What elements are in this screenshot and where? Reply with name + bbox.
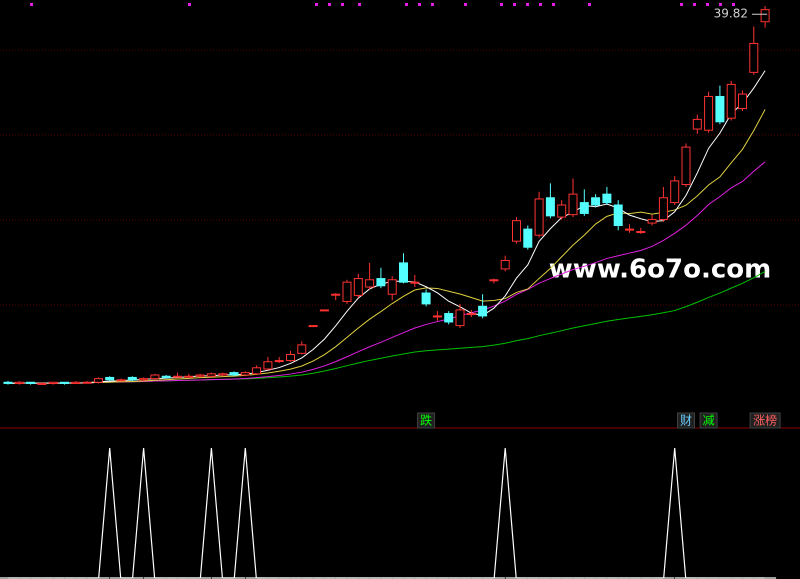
marker-box (417, 412, 436, 429)
candle-body (218, 373, 228, 376)
candle-body (636, 231, 646, 234)
marker-box (699, 412, 718, 429)
candle-body (195, 374, 205, 377)
candle-body (173, 375, 182, 378)
candle-body (184, 375, 194, 378)
candle-body (105, 376, 115, 381)
candle-body (150, 374, 160, 380)
candle-body (545, 197, 555, 217)
candle-body (670, 180, 680, 204)
candle-body (342, 281, 352, 302)
candle-body (681, 146, 691, 185)
candle-body (319, 309, 329, 312)
candle-body (444, 313, 454, 323)
candle-body (760, 9, 770, 23)
signal-spike (663, 447, 687, 579)
candle-body (489, 279, 499, 282)
watermark: www.6o7o.com (549, 255, 771, 285)
candle-body (240, 372, 250, 376)
candle-body (60, 381, 69, 384)
candle-body (71, 381, 81, 384)
candle-body (37, 382, 47, 385)
signal-spike (98, 447, 122, 579)
candle-body (161, 375, 171, 378)
candle-body (48, 381, 58, 384)
candle-body (387, 279, 397, 295)
candle-body (613, 204, 623, 226)
ma-line (7, 271, 766, 384)
candle-body (568, 193, 578, 216)
candle-body (297, 344, 307, 354)
candle-body (455, 309, 465, 327)
signal-spike (132, 447, 156, 579)
ma-line (7, 70, 766, 384)
candle-body (127, 376, 137, 381)
candle-body (512, 220, 521, 242)
candle-body (26, 381, 36, 384)
candle-body (715, 95, 725, 123)
candle-body (658, 197, 668, 220)
decorations (30, 3, 735, 6)
signal-spike (493, 447, 517, 579)
candle-body (331, 293, 341, 296)
candle-body (82, 381, 92, 384)
candle-body (692, 118, 702, 130)
candle-body (602, 193, 612, 204)
last-price-label: 39.82 (714, 7, 748, 21)
marker-label: 财 (680, 414, 692, 428)
candle-body (625, 228, 634, 231)
candle-body (139, 378, 149, 381)
candle-body (410, 281, 420, 284)
marker-box (749, 412, 781, 429)
candle-body (749, 42, 759, 73)
candle-body (591, 197, 601, 206)
marker-box (677, 412, 695, 429)
candle-body (365, 279, 375, 288)
candle-body (286, 354, 295, 362)
candle-body (421, 292, 431, 305)
candle-body (229, 372, 239, 376)
candle-body (647, 218, 657, 224)
candle-body (432, 315, 442, 318)
candle-body (523, 228, 533, 248)
candle-body (14, 381, 24, 384)
candle-body (93, 378, 103, 383)
candle-body (308, 325, 318, 328)
candle-body (252, 367, 262, 375)
candle-body (274, 360, 284, 363)
candle-body (579, 202, 589, 214)
marker-label: 涨榜 (753, 413, 777, 428)
candle-body (263, 361, 273, 370)
candle-body (738, 93, 747, 110)
candle-body (3, 381, 13, 384)
candle-body (704, 95, 714, 131)
candle-body (399, 262, 408, 283)
candle-body (376, 278, 386, 287)
candle-body (478, 305, 488, 317)
marker-label: 跌 (420, 413, 432, 428)
candle-body (726, 83, 736, 119)
signal-spike (199, 447, 223, 579)
dividers (0, 49, 800, 306)
marker-label: 减 (703, 414, 715, 428)
ma-line (7, 109, 766, 384)
candle-body (116, 379, 126, 382)
candle-body (353, 278, 363, 296)
candle-body (206, 373, 216, 377)
candle-body (500, 259, 510, 270)
candle-body (466, 313, 476, 316)
signal-spike (233, 447, 257, 579)
candle-body (534, 198, 544, 236)
candle-body (557, 204, 567, 218)
